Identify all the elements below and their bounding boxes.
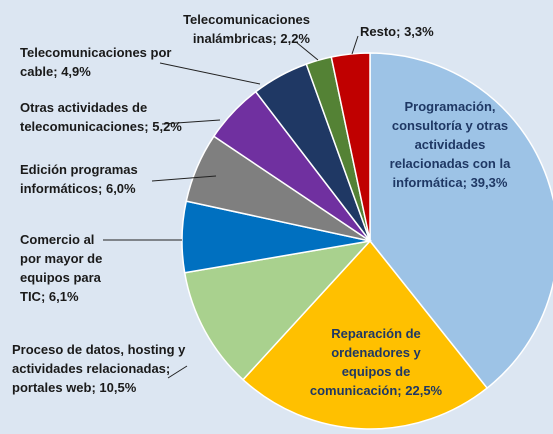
value-label: 4,9% (61, 64, 91, 79)
pie-slice (369, 52, 553, 390)
category-label: Telecomunicaciones inalámbricas; (183, 12, 310, 46)
pie-slice (183, 239, 373, 381)
category-label: Resto; (360, 24, 401, 39)
category-label: Reparación de ordenadores y equipos de c… (309, 326, 421, 398)
data-label: Resto; 3,3% (360, 22, 450, 41)
value-label: 3,3% (404, 24, 434, 39)
leader-line (295, 41, 319, 61)
data-label: Programación, consultoría y otras activi… (383, 97, 517, 192)
leader-line (351, 35, 359, 55)
category-label: Edición programas informáticos; (20, 162, 138, 196)
category-label: Proceso de datos, hosting y actividades … (12, 342, 186, 395)
category-label: Telecomunicaciones por cable; (20, 45, 172, 79)
category-label: Otras actividades de telecomunicaciones; (20, 100, 149, 134)
value-label: 6,1% (48, 289, 79, 304)
leader-line (167, 365, 188, 379)
pie-slice (241, 239, 489, 430)
value-label: 22,5% (405, 383, 443, 398)
leader-line (161, 119, 221, 125)
value-label: 5,2% (152, 119, 182, 134)
data-label: Telecomunicaciones inalámbricas; 2,2% (160, 10, 310, 48)
value-label: 10,5% (99, 380, 137, 395)
leader-line (159, 62, 261, 85)
data-label: Telecomunicaciones por cable; 4,9% (20, 43, 180, 81)
data-label: Otras actividades de telecomunicaciones;… (20, 98, 185, 136)
value-label: 6,0% (105, 181, 136, 196)
value-label: 2,2% (280, 31, 310, 46)
data-label: Edición programas informáticos; 6,0% (20, 160, 170, 198)
value-label: 39,3% (470, 175, 508, 190)
leader-line (151, 175, 217, 182)
data-label: Comercio al por mayor de equipos para TI… (20, 230, 115, 306)
category-label: Programación, consultoría y otras activi… (389, 99, 511, 190)
data-label: Reparación de ordenadores y equipos de c… (306, 324, 446, 400)
leader-lines (103, 35, 359, 379)
pie-slice (330, 52, 371, 242)
category-label: Comercio al por mayor de equipos para TI… (20, 232, 103, 304)
data-label: Proceso de datos, hosting y actividades … (12, 340, 190, 397)
